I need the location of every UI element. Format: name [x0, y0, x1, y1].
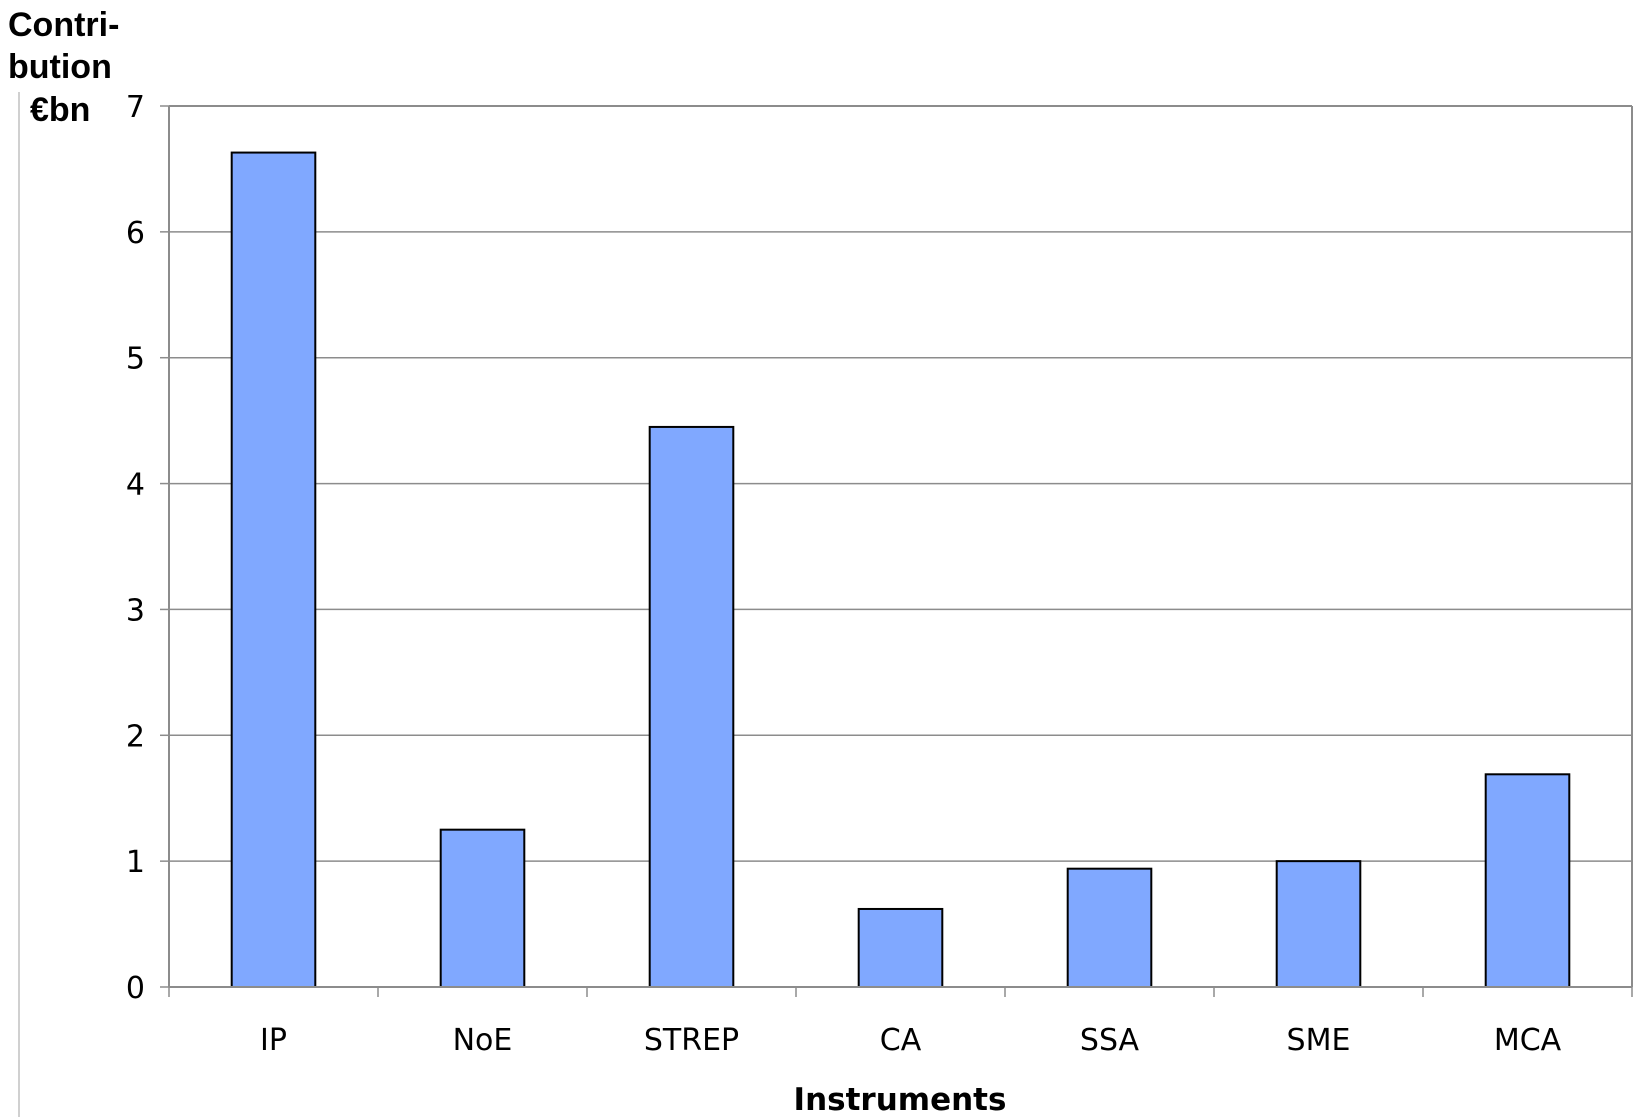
y-axis-title-line-2: bution [8, 48, 112, 86]
axes [160, 105, 1633, 997]
bar-strep [648, 425, 735, 988]
y-tick-label: 5 [126, 342, 145, 377]
x-tick-label: MCA [1494, 1023, 1562, 1058]
y-tick-label: 7 [126, 90, 145, 125]
bar-ca [857, 907, 944, 988]
bar-sme [1275, 860, 1362, 989]
x-tick-labels: IP NoE STREP CA SSA SME MCA [260, 1023, 1562, 1058]
bar-ssa [1066, 867, 1153, 988]
x-tick-label: SME [1287, 1023, 1351, 1058]
bars [230, 151, 1571, 989]
y-tick-labels: 0 1 2 3 4 5 6 7 [126, 90, 145, 1006]
y-axis-title-line-1: Contri- [8, 6, 119, 44]
x-tick-label: IP [260, 1023, 287, 1058]
bar-mca [1484, 773, 1571, 989]
y-tick-label: 2 [126, 719, 145, 754]
y-tick-label: 0 [126, 971, 145, 1006]
x-tick-label: SSA [1080, 1023, 1140, 1058]
y-tick-label: 3 [126, 593, 145, 628]
x-tick-label: NoE [453, 1023, 513, 1058]
x-tick-label: STREP [644, 1023, 739, 1058]
y-tick-label: 4 [126, 468, 145, 503]
y-tick-label: 6 [126, 216, 145, 251]
y-axis-title-line-3: €bn [30, 91, 90, 129]
y-tick-label: 1 [126, 845, 145, 880]
x-tick-label: CA [880, 1023, 922, 1058]
x-axis-title: Instruments [794, 1082, 1007, 1117]
bar-noe [439, 828, 526, 989]
bar-ip [230, 151, 317, 988]
gridlines [169, 105, 1632, 862]
